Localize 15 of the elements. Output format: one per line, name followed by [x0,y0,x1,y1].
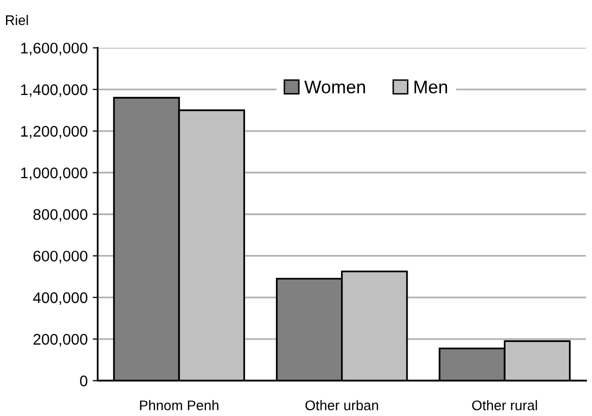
y-tick-label: 1,200,000 [21,126,88,139]
y-tick-label: 200,000 [34,334,88,347]
legend-label: Women [304,80,365,94]
y-tick-label: 1,400,000 [21,84,88,97]
y-tick-label: 1,600,000 [21,42,88,56]
x-tick-label: Phnom Penh [140,400,218,410]
legend-label: Men [414,80,448,94]
y-tick-label: 400,000 [33,292,88,305]
y-tick-label: 800,000 [33,209,88,222]
y-tick-label: 1,000,000 [21,168,88,180]
y-tick-label: 0 [80,376,88,386]
x-tick-label: Other rural [472,400,537,410]
x-tick-label: Other urban [305,400,378,410]
y-tick-label: 600,000 [34,250,88,264]
y-axis-title: Riel [6,14,28,26]
